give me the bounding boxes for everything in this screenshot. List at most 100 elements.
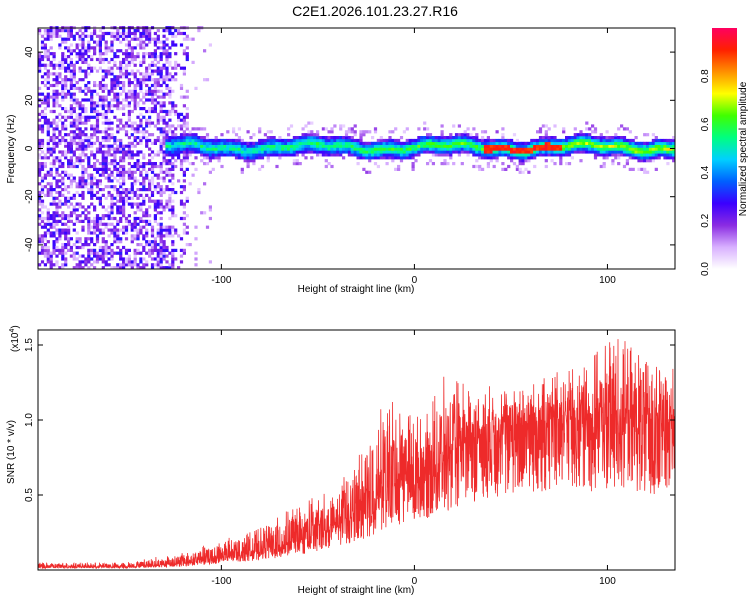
heatmap-cell <box>58 159 62 163</box>
heatmap-cell <box>52 127 56 131</box>
heatmap-cell <box>87 188 91 192</box>
heatmap-cell <box>145 83 149 88</box>
heatmap-cell <box>55 190 59 195</box>
heatmap-cell <box>211 144 215 148</box>
heatmap-cell <box>318 150 323 154</box>
heatmap-cell <box>107 216 111 221</box>
heatmap-cell <box>185 55 189 59</box>
heatmap-cell <box>240 156 244 160</box>
heatmap-cell <box>52 104 56 108</box>
heatmap-cell <box>344 141 349 145</box>
heatmap-cell <box>101 121 105 125</box>
heatmap-cell <box>420 144 424 148</box>
heatmap-cell <box>159 130 163 134</box>
heatmap-cell <box>185 138 189 143</box>
heatmap-cell <box>249 153 253 157</box>
heatmap-cell <box>119 72 123 76</box>
heatmap-cell <box>107 150 111 154</box>
heatmap-cell <box>179 147 184 151</box>
heatmap-cell <box>55 78 59 82</box>
heatmap-cell <box>188 182 192 186</box>
heatmap-cell <box>55 75 59 79</box>
heatmap-cell <box>93 225 97 229</box>
heatmap-cell <box>255 150 259 154</box>
heatmap-cell <box>148 40 152 44</box>
heatmap-cell <box>625 153 629 157</box>
heatmap-cell <box>130 144 134 148</box>
heatmap-cell <box>304 138 308 143</box>
heatmap-cell <box>69 248 73 252</box>
heatmap-cell <box>347 150 351 154</box>
heatmap-cell <box>593 127 598 131</box>
heatmap-cell <box>547 153 551 157</box>
heatmap-cell <box>43 121 47 125</box>
heatmap-cell <box>165 138 169 143</box>
heatmap-cell <box>188 138 192 143</box>
heatmap-cell <box>150 89 155 93</box>
heatmap-cell <box>90 251 94 255</box>
heatmap-cell <box>171 257 175 261</box>
heatmap-cell <box>197 141 201 145</box>
heatmap-cell <box>165 228 169 232</box>
heatmap-cell <box>81 133 85 137</box>
heatmap-cell <box>313 141 317 145</box>
heatmap-cell <box>182 188 186 192</box>
heatmap-cell <box>107 205 111 209</box>
heatmap-cell <box>588 136 592 140</box>
heatmap-cell <box>122 190 126 195</box>
heatmap-cell <box>339 150 343 154</box>
heatmap-cell <box>113 164 117 169</box>
heatmap-cell <box>40 144 45 148</box>
heatmap-cell <box>660 144 664 148</box>
heatmap-cell <box>156 101 160 105</box>
heatmap-cell <box>130 46 134 50</box>
heatmap-cell <box>98 222 102 226</box>
heatmap-cell <box>307 136 311 140</box>
heatmap-cell <box>49 170 53 174</box>
heatmap-cell <box>72 83 76 88</box>
heatmap-cell <box>78 156 82 160</box>
heatmap-cell <box>101 98 105 102</box>
heatmap-cell <box>49 257 53 261</box>
heatmap-cell <box>437 147 441 151</box>
heatmap-cell <box>483 156 488 160</box>
heatmap-cell <box>87 182 91 186</box>
heatmap-cell <box>52 159 56 163</box>
heatmap-cell <box>440 124 444 128</box>
heatmap-cell <box>510 150 514 154</box>
heatmap-cell <box>52 156 56 160</box>
heatmap-cell <box>67 225 71 229</box>
heatmap-cell <box>168 130 172 134</box>
heatmap-cell <box>43 156 47 160</box>
heatmap-cell <box>49 202 53 206</box>
heatmap-cell <box>139 141 143 145</box>
heatmap-cell <box>52 52 56 56</box>
heatmap-cell <box>49 83 53 88</box>
heatmap-cell <box>249 150 253 154</box>
heatmap-cell <box>93 107 97 111</box>
heatmap-cell <box>69 164 73 169</box>
heatmap-cell <box>119 196 123 200</box>
heatmap-cell <box>98 141 102 145</box>
heatmap-cell <box>518 147 522 151</box>
heatmap-cell <box>52 243 56 247</box>
heatmap-cell <box>67 109 71 114</box>
heatmap-cell <box>110 159 114 163</box>
heatmap-cell <box>150 141 155 145</box>
heatmap-cell <box>43 237 47 241</box>
heatmap-cell <box>38 251 42 255</box>
heatmap-cell <box>171 162 175 166</box>
heatmap-cell <box>547 147 551 151</box>
heatmap-cell <box>104 153 108 157</box>
heatmap-cell <box>168 202 172 206</box>
heatmap-cell <box>521 150 525 154</box>
heatmap-cell <box>136 228 140 232</box>
heatmap-cell <box>171 225 175 229</box>
heatmap-cell <box>278 150 282 154</box>
heatmap-cell <box>168 196 172 200</box>
heatmap-cell <box>69 179 73 183</box>
heatmap-cell <box>240 167 244 171</box>
heatmap-cell <box>84 136 88 140</box>
heatmap-cell <box>142 245 146 250</box>
heatmap-cell <box>243 156 247 160</box>
